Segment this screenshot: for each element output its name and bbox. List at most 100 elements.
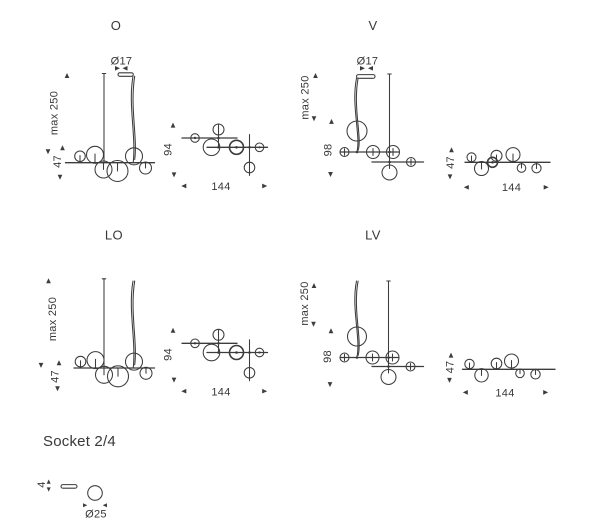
panel-o-title: O	[111, 18, 122, 33]
glass-sphere	[106, 365, 130, 388]
cable	[132, 75, 136, 161]
panel-v-title: V	[368, 18, 377, 33]
glass-sphere	[381, 164, 398, 181]
arrow-down-icon	[46, 487, 51, 492]
arrow-up-icon	[328, 328, 334, 334]
glass-sphere	[490, 357, 503, 370]
glass-sphere	[74, 355, 87, 368]
glass-sphere	[202, 138, 221, 157]
ceiling-cap	[117, 72, 134, 77]
ceiling-cap	[355, 74, 376, 79]
glass-sphere	[515, 368, 525, 379]
dim-max-drop: max 250	[47, 297, 59, 341]
arrow-down-icon	[311, 116, 317, 122]
cable	[354, 280, 359, 358]
glass-sphere	[254, 142, 265, 153]
dim-plan-width: 144	[211, 181, 230, 193]
arrow-up-icon	[448, 352, 454, 358]
glass-sphere	[466, 152, 477, 163]
arrow-left-icon	[463, 184, 469, 190]
arrow-up-icon	[46, 278, 51, 284]
socket-side-view	[60, 484, 78, 489]
arrow-right-icon	[543, 184, 549, 190]
dim-max-drop: max 250	[300, 75, 312, 119]
glass-sphere	[212, 328, 225, 341]
socket-detail: Socket 2/4 4 Ø25	[36, 433, 116, 521]
arrow-down-icon	[327, 382, 333, 388]
arrow-up-icon	[311, 283, 317, 288]
dim-frame-height: 47	[50, 370, 62, 383]
panel-v-front-view: Ø17 max 250 98	[300, 56, 425, 181]
glass-sphere	[346, 326, 368, 347]
glass-sphere	[505, 147, 521, 163]
glass-sphere	[486, 156, 499, 169]
dim-frame-height: 47	[52, 155, 64, 168]
dim-plan-height: 47	[445, 156, 457, 169]
panel-lo-plan-view: 94 144	[163, 327, 269, 399]
dim-socket-height: 4	[36, 481, 48, 487]
dim-cap-diameter: Ø17	[111, 56, 133, 68]
panel-o-front-view: Ø17 max 250 47	[45, 56, 156, 183]
arrow-left-icon	[102, 503, 107, 508]
arrow-up-icon	[329, 118, 334, 124]
glass-sphere	[243, 366, 256, 379]
socket-title: Socket 2/4	[43, 433, 116, 450]
arrow-up-icon	[170, 327, 176, 333]
glass-sphere	[228, 344, 245, 361]
dim-plan-height: 47	[445, 361, 457, 374]
dim-max-drop: max 250	[299, 281, 311, 325]
arrow-left-icon	[181, 388, 187, 394]
arrow-left-icon	[181, 183, 187, 189]
arrow-down-icon	[57, 174, 63, 180]
arrow-down-icon	[447, 377, 452, 383]
glass-sphere	[365, 350, 380, 365]
glass-sphere	[405, 156, 417, 168]
panel-o-plan-view: 94 144	[163, 122, 269, 193]
cable	[130, 75, 135, 163]
dim-plan-height: 94	[163, 348, 175, 361]
glass-sphere	[106, 159, 129, 183]
glass-sphere	[531, 163, 542, 174]
dim-frame-height: 98	[322, 350, 334, 363]
arrow-up-icon	[60, 145, 65, 151]
panel-lo-title: LO	[105, 228, 123, 243]
arrow-up-icon	[449, 147, 454, 153]
glass-sphere	[228, 139, 245, 156]
socket-top-view	[87, 485, 103, 501]
glass-sphere	[243, 161, 256, 174]
arrow-down-icon	[328, 172, 333, 177]
panel-lv-front-view: max 250 98	[299, 280, 425, 388]
cable	[130, 280, 135, 369]
panel-lv-plan-view: 47 144	[445, 352, 556, 400]
dim-plan-width: 144	[211, 387, 230, 399]
glass-sphere	[212, 123, 225, 136]
glass-sphere	[138, 161, 153, 175]
arrow-down-icon	[45, 149, 51, 155]
glass-sphere	[474, 368, 489, 383]
arrow-down-icon	[171, 377, 177, 383]
dim-max-drop: max 250	[49, 91, 61, 135]
glass-sphere	[86, 351, 105, 370]
arrow-right-icon	[83, 503, 88, 508]
glass-sphere	[530, 369, 541, 380]
glass-sphere	[385, 350, 400, 365]
arrow-right-icon	[262, 183, 268, 189]
arrow-right-icon	[262, 388, 268, 394]
glass-sphere	[74, 150, 86, 163]
arrow-up-icon	[56, 360, 62, 366]
panel-lo-front-view: max 250 47	[38, 278, 156, 392]
arrow-right-icon	[543, 390, 549, 395]
glass-sphere	[490, 149, 503, 162]
arrow-down-icon	[311, 321, 316, 327]
dim-plan-height: 94	[163, 143, 175, 156]
arrow-up-icon	[313, 73, 318, 78]
dim-frame-height: 98	[323, 144, 335, 157]
dim-plan-width: 144	[495, 388, 514, 400]
arrow-down-icon	[447, 174, 453, 180]
panel-lv-title: LV	[365, 228, 381, 243]
glass-sphere	[365, 144, 381, 160]
glass-sphere	[464, 358, 475, 370]
arrow-up-icon	[170, 122, 176, 128]
